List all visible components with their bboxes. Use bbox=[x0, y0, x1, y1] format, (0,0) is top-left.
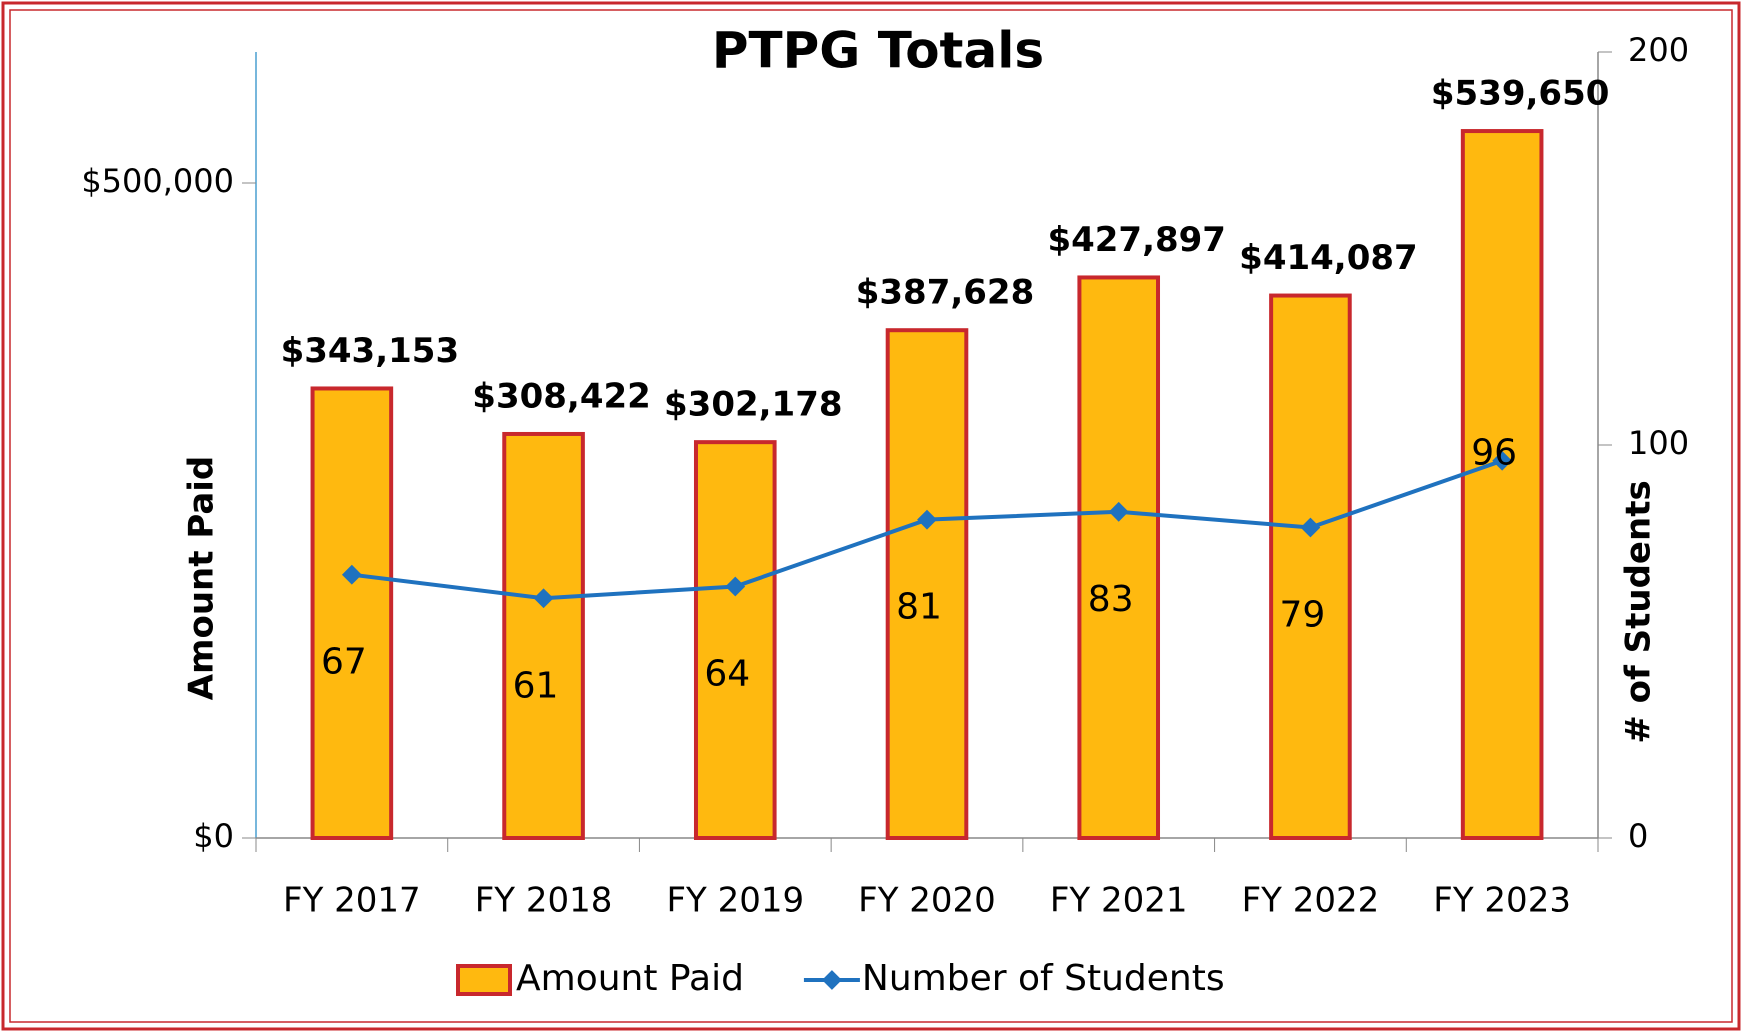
line-value-label: 79 bbox=[1280, 595, 1326, 636]
line-value-label: 96 bbox=[1471, 433, 1517, 474]
chart-title: PTPG Totals bbox=[712, 22, 1044, 80]
line-marker bbox=[533, 588, 554, 609]
bar-value-label: $308,422 bbox=[472, 376, 651, 416]
y2-tick-label: 200 bbox=[1628, 31, 1689, 69]
bar-value-label: $387,628 bbox=[856, 273, 1035, 313]
x-tick-label: FY 2021 bbox=[1050, 881, 1188, 921]
bar-value-label: $539,650 bbox=[1431, 74, 1610, 114]
bar-value-label: $427,897 bbox=[1047, 220, 1226, 260]
x-tick-label: FY 2019 bbox=[666, 881, 804, 921]
bar bbox=[693, 440, 777, 840]
bar bbox=[310, 386, 394, 840]
bar bbox=[885, 328, 969, 840]
x-tick-label: FY 2017 bbox=[283, 881, 421, 921]
legend-label: Amount Paid bbox=[516, 958, 744, 999]
line-value-label: 61 bbox=[513, 665, 559, 706]
x-tick-label: FY 2020 bbox=[858, 881, 996, 921]
line-value-label: 64 bbox=[704, 653, 750, 694]
y-axis-label: Amount Paid bbox=[182, 456, 222, 701]
bar-value-label: $343,153 bbox=[281, 331, 460, 371]
line-marker bbox=[917, 509, 937, 530]
y-tick-label: $0 bbox=[193, 817, 234, 855]
legend-label: Number of Students bbox=[862, 958, 1225, 999]
bar bbox=[502, 431, 585, 840]
bar bbox=[1269, 293, 1352, 840]
bar-value-label: $414,087 bbox=[1239, 238, 1418, 278]
line-value-label: 67 bbox=[321, 642, 367, 683]
y2-tick-label: 100 bbox=[1628, 424, 1689, 462]
line-value-label: 81 bbox=[896, 587, 942, 628]
line-marker bbox=[1108, 501, 1129, 522]
x-tick-label: FY 2018 bbox=[475, 881, 613, 921]
x-tick-label: FY 2023 bbox=[1433, 881, 1571, 921]
y-tick-label: $500,000 bbox=[81, 162, 234, 200]
y2-tick-label: 0 bbox=[1628, 817, 1648, 855]
bar-value-label: $302,178 bbox=[664, 385, 843, 425]
line-marker bbox=[725, 576, 746, 597]
line-marker bbox=[341, 564, 362, 585]
line-marker bbox=[1492, 450, 1513, 471]
inner-border bbox=[9, 9, 1733, 1023]
bar bbox=[1460, 129, 1544, 841]
legend-swatch bbox=[456, 964, 512, 996]
line-marker bbox=[1300, 517, 1321, 538]
y2-axis-label: # of Students bbox=[1619, 480, 1659, 743]
legend-marker bbox=[822, 970, 842, 990]
bar bbox=[1077, 275, 1161, 840]
line-value-label: 83 bbox=[1088, 579, 1134, 620]
x-tick-label: FY 2022 bbox=[1242, 881, 1380, 921]
